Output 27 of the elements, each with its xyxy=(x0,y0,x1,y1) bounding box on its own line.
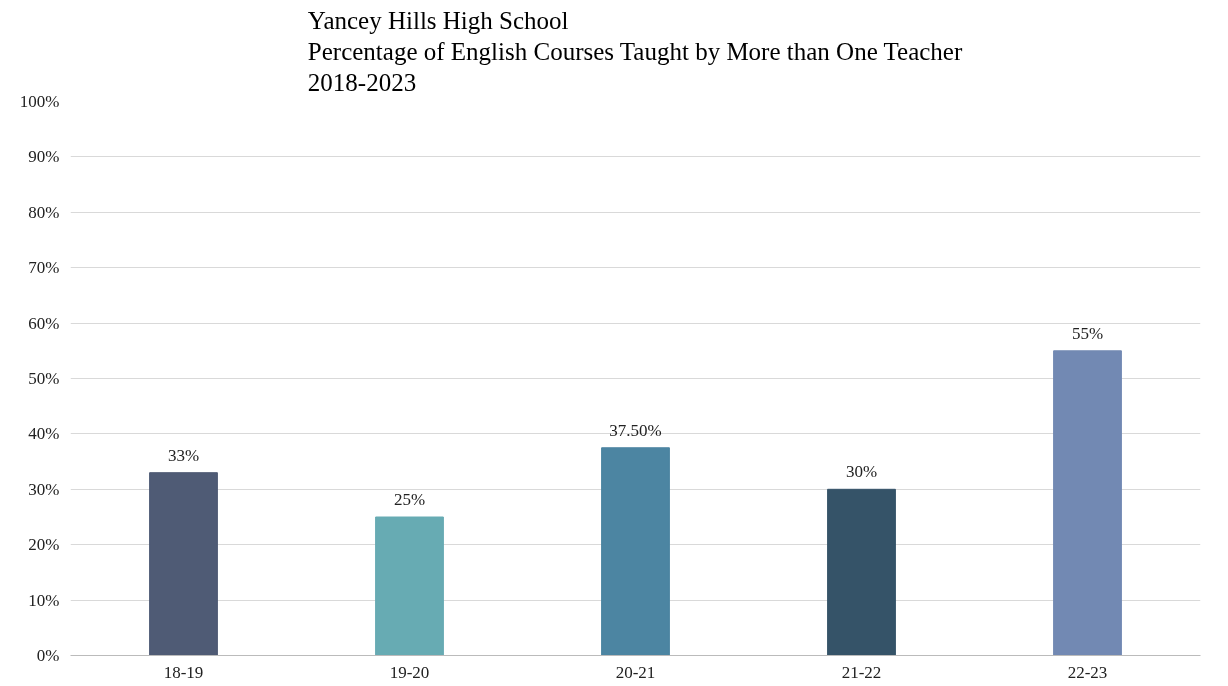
x-tick-label: 19-20 xyxy=(389,662,430,682)
data-label: 33% xyxy=(167,445,200,465)
data-label: 30% xyxy=(845,462,878,482)
data-label: 25% xyxy=(393,490,426,509)
bar xyxy=(1053,350,1122,656)
bar xyxy=(601,447,670,656)
x-tick-label: 18-19 xyxy=(163,662,204,682)
x-tick-label: 20-21 xyxy=(615,662,656,682)
y-tick-label: 10% xyxy=(28,590,60,610)
x-tick-label: 22-23 xyxy=(1067,662,1108,682)
y-tick-label: 0% xyxy=(36,646,60,665)
bar xyxy=(375,516,444,656)
y-tick-label: 20% xyxy=(28,535,60,555)
y-tick-label: 80% xyxy=(28,202,60,222)
y-tick-label: 30% xyxy=(28,479,60,499)
y-tick-label: 50% xyxy=(28,369,60,388)
y-tick-label: 60% xyxy=(28,313,60,333)
bar xyxy=(827,488,896,656)
y-tick-label: 70% xyxy=(28,258,60,278)
data-label: 37.50% xyxy=(609,420,662,440)
y-tick-label: 40% xyxy=(28,424,60,444)
y-tick-label: 90% xyxy=(28,147,60,167)
chart-title: Yancey Hills High School Percentage of English Courses Taught by More than One Teacher 2018-2023 xyxy=(307,7,963,97)
data-label: 55% xyxy=(1071,323,1104,343)
y-tick-label: 100% xyxy=(19,92,60,111)
bar xyxy=(149,472,218,656)
x-tick-label: 21-22 xyxy=(841,662,882,682)
